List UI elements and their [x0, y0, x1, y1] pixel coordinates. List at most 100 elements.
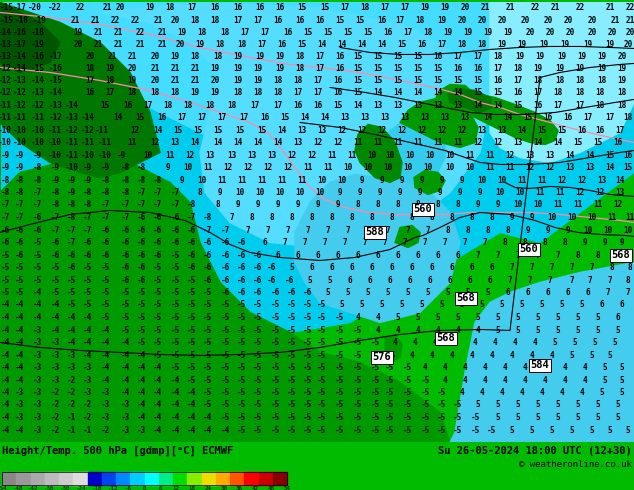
Text: -5: -5 — [420, 400, 430, 409]
Text: 16: 16 — [256, 3, 264, 12]
Text: -5: -5 — [153, 326, 163, 335]
Text: -5: -5 — [171, 338, 179, 347]
Text: -5: -5 — [304, 326, 313, 335]
Text: -14: -14 — [0, 28, 12, 37]
Text: -5: -5 — [403, 388, 413, 397]
Text: -8: -8 — [120, 163, 129, 172]
Text: -5: -5 — [270, 363, 280, 372]
Text: -5: -5 — [204, 351, 212, 360]
Text: -6: -6 — [221, 288, 230, 297]
Text: 10: 10 — [515, 188, 524, 197]
Text: 8: 8 — [390, 213, 394, 222]
Text: 17: 17 — [315, 64, 325, 73]
Text: -1: -1 — [67, 426, 77, 435]
Text: -6: -6 — [254, 251, 262, 260]
Text: -24: -24 — [76, 487, 86, 490]
Text: -4: -4 — [67, 326, 77, 335]
Text: 12: 12 — [557, 176, 567, 185]
Text: 18: 18 — [165, 3, 174, 12]
Text: 6: 6 — [276, 251, 280, 260]
Text: 7: 7 — [548, 276, 552, 285]
Text: 20: 20 — [623, 40, 633, 49]
Text: -5: -5 — [204, 388, 212, 397]
Bar — [116, 472, 130, 485]
Text: -4: -4 — [1, 400, 10, 409]
Text: 18: 18 — [197, 28, 207, 37]
Text: 11: 11 — [553, 200, 562, 209]
Text: 21: 21 — [91, 16, 100, 25]
Text: 9: 9 — [566, 226, 571, 235]
Text: 15: 15 — [280, 113, 290, 122]
Text: 7: 7 — [383, 238, 387, 247]
Text: 11: 11 — [217, 176, 226, 185]
Text: -3: -3 — [100, 388, 110, 397]
Text: 12: 12 — [545, 163, 555, 172]
Text: 7: 7 — [607, 276, 612, 285]
Text: 21: 21 — [93, 28, 103, 37]
Text: -8: -8 — [1, 188, 10, 197]
Text: -5: -5 — [304, 363, 313, 372]
Text: -5: -5 — [100, 276, 110, 285]
Text: -6: -6 — [67, 251, 77, 260]
Text: 18: 18 — [273, 76, 283, 85]
Text: -8: -8 — [100, 188, 110, 197]
Text: 22: 22 — [625, 3, 634, 12]
Text: -11: -11 — [0, 113, 12, 122]
Text: -9: -9 — [1, 163, 10, 172]
Text: 5: 5 — [573, 338, 578, 347]
Text: 9: 9 — [295, 200, 301, 209]
Text: -6: -6 — [15, 226, 25, 235]
Text: 7: 7 — [343, 238, 347, 247]
Text: -14: -14 — [65, 101, 79, 110]
Text: 16: 16 — [157, 113, 167, 122]
Text: 17: 17 — [233, 16, 243, 25]
Text: 15: 15 — [573, 138, 583, 147]
Text: 15: 15 — [356, 16, 365, 25]
Text: 15: 15 — [453, 76, 463, 85]
Text: -9: -9 — [15, 151, 25, 160]
Text: -5: -5 — [34, 276, 42, 285]
Text: 5: 5 — [359, 300, 365, 309]
Text: 18: 18 — [205, 101, 215, 110]
Text: 9: 9 — [179, 176, 184, 185]
Text: 6: 6 — [158, 487, 162, 490]
Text: 20: 20 — [521, 16, 529, 25]
Text: 15: 15 — [393, 52, 403, 61]
Text: -5: -5 — [221, 376, 230, 385]
Text: 15: 15 — [335, 16, 345, 25]
Text: -4: -4 — [138, 388, 146, 397]
Text: -4: -4 — [84, 351, 93, 360]
Text: -6: -6 — [171, 213, 179, 222]
Text: 6: 6 — [546, 288, 550, 297]
Text: -4: -4 — [50, 300, 60, 309]
Text: 5: 5 — [576, 326, 580, 335]
Text: 17: 17 — [616, 126, 624, 135]
Text: -2: -2 — [50, 426, 60, 435]
Text: -9: -9 — [67, 176, 77, 185]
Text: -3: -3 — [84, 376, 93, 385]
Text: 17: 17 — [250, 101, 260, 110]
Text: 14: 14 — [585, 151, 595, 160]
Text: 18: 18 — [555, 76, 565, 85]
Text: 21: 21 — [153, 16, 163, 25]
Text: 14: 14 — [605, 163, 614, 172]
Text: 18: 18 — [190, 52, 200, 61]
Text: -5: -5 — [437, 388, 446, 397]
Text: 12: 12 — [150, 138, 160, 147]
Text: 19: 19 — [178, 28, 186, 37]
Text: 16: 16 — [210, 3, 219, 12]
Text: -5: -5 — [470, 413, 480, 422]
Text: -5: -5 — [270, 300, 280, 309]
Text: 16: 16 — [333, 88, 342, 97]
Text: -5: -5 — [237, 413, 247, 422]
Text: -7: -7 — [84, 213, 93, 222]
Text: 15: 15 — [557, 126, 567, 135]
Text: 19: 19 — [535, 52, 545, 61]
Text: -5: -5 — [84, 263, 93, 272]
Text: 6: 6 — [450, 263, 455, 272]
Text: 16: 16 — [335, 64, 345, 73]
Text: -7: -7 — [100, 200, 110, 209]
Text: 6: 6 — [335, 251, 340, 260]
Text: 10: 10 — [256, 188, 264, 197]
Text: 14: 14 — [113, 113, 122, 122]
